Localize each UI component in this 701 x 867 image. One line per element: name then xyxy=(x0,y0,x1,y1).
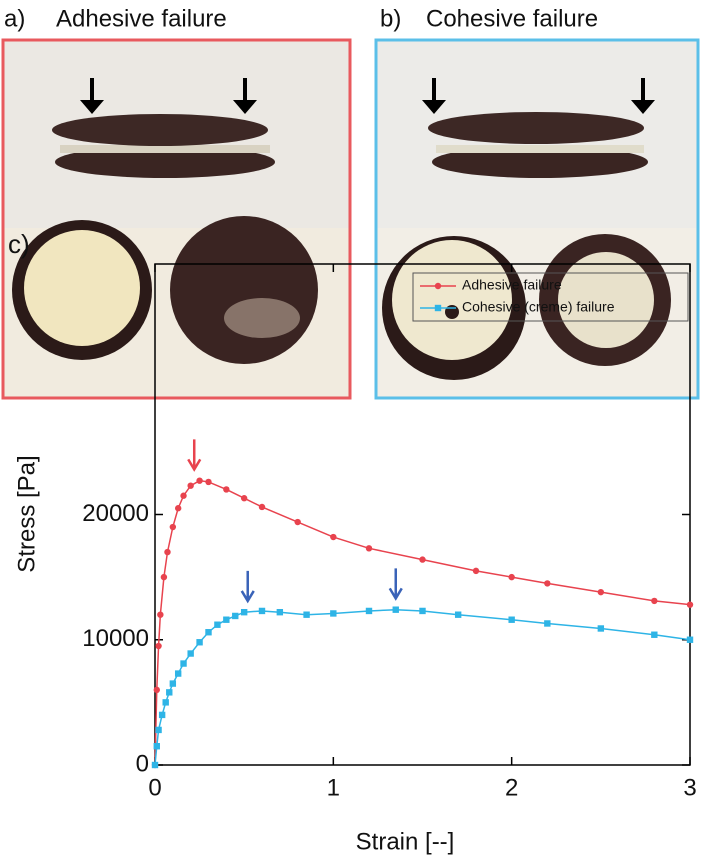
panel-b: b) Cohesive failure xyxy=(374,5,700,400)
data-point xyxy=(174,670,182,677)
data-point xyxy=(196,639,203,646)
data-point xyxy=(651,597,658,605)
data-point xyxy=(508,573,515,581)
data-point xyxy=(365,545,373,552)
y-tick-label: 0 xyxy=(136,750,149,777)
data-point xyxy=(303,611,310,618)
data-point xyxy=(544,580,551,587)
y-tick-label: 20000 xyxy=(82,500,149,527)
legend-marker xyxy=(434,282,442,290)
data-point xyxy=(187,650,194,657)
annotation-arrow xyxy=(240,570,255,604)
legend-label: Cohesive (creme) failure xyxy=(462,299,615,315)
data-point xyxy=(544,620,551,627)
x-tick-label: 3 xyxy=(683,774,696,801)
data-point xyxy=(155,726,162,734)
hole xyxy=(445,305,459,319)
data-point xyxy=(174,505,182,512)
data-point xyxy=(169,680,177,687)
x-axis-label: Strain [--] xyxy=(356,828,455,855)
data-point xyxy=(258,607,266,615)
series-line xyxy=(154,479,691,766)
data-point xyxy=(651,631,658,638)
creme xyxy=(224,298,300,338)
data-point xyxy=(187,482,194,489)
data-point xyxy=(686,636,694,643)
panel-title: Adhesive failure xyxy=(56,5,227,32)
data-point xyxy=(597,588,605,596)
data-point xyxy=(157,611,164,618)
data-point xyxy=(472,567,480,575)
x-tick-label: 2 xyxy=(505,774,518,801)
arrow xyxy=(631,78,655,114)
data-point xyxy=(205,478,212,486)
data-point xyxy=(240,608,248,616)
data-point xyxy=(164,548,171,556)
cookie xyxy=(432,146,648,178)
data-point xyxy=(214,621,221,628)
x-tick-label: 0 xyxy=(148,774,161,801)
data-point xyxy=(365,607,373,615)
data-point xyxy=(419,556,426,563)
panel-label: c) xyxy=(8,229,30,259)
panel-label: b) xyxy=(380,5,401,32)
data-point xyxy=(232,612,239,620)
arrow xyxy=(80,78,104,114)
annotation-arrow xyxy=(187,439,202,472)
data-point xyxy=(454,611,462,618)
data-point xyxy=(180,660,187,667)
legend-label: Adhesive failure xyxy=(462,277,562,293)
creme xyxy=(436,145,644,153)
creme xyxy=(60,145,270,153)
arrow xyxy=(233,78,257,114)
panel-a: a) Adhesive failure xyxy=(1,5,352,400)
annotation-arrow xyxy=(388,568,403,601)
data-point xyxy=(294,518,301,526)
data-point xyxy=(151,761,159,769)
y-axis-label: Stress [Pa] xyxy=(13,455,40,572)
panel-frame xyxy=(374,38,700,400)
data-point xyxy=(169,523,177,531)
y-tick-label: 10000 xyxy=(82,625,149,652)
data-point xyxy=(419,607,426,615)
data-point xyxy=(180,492,187,499)
data-point xyxy=(205,629,212,636)
data-point xyxy=(686,601,694,608)
x-tick-label: 1 xyxy=(327,774,340,801)
data-point xyxy=(153,743,160,750)
panel-title: Cohesive failure xyxy=(426,5,598,32)
cookie xyxy=(170,216,318,364)
data-point xyxy=(155,642,162,650)
data-point xyxy=(160,573,168,581)
data-point xyxy=(223,616,230,623)
data-point xyxy=(153,686,160,694)
data-point xyxy=(223,486,230,493)
series-line xyxy=(154,608,691,766)
cookie xyxy=(428,112,644,144)
data-point xyxy=(162,699,169,706)
data-point xyxy=(158,711,166,719)
data-point xyxy=(258,503,266,511)
creme xyxy=(558,252,654,348)
data-point xyxy=(240,495,248,502)
creme xyxy=(24,230,140,346)
data-point xyxy=(330,610,337,617)
data-point xyxy=(392,606,399,613)
data-point xyxy=(276,608,284,616)
legend-marker xyxy=(434,304,442,312)
data-point xyxy=(166,689,173,696)
data-point xyxy=(196,477,203,484)
data-point xyxy=(330,533,337,541)
data-point xyxy=(508,616,515,623)
data-point xyxy=(597,625,605,632)
panel-frame xyxy=(1,38,352,400)
arrow xyxy=(422,78,446,114)
cookie xyxy=(52,114,268,146)
cookie xyxy=(55,146,275,178)
legend-frame xyxy=(412,272,689,322)
creme xyxy=(392,240,512,360)
panel-label: a) xyxy=(4,5,25,32)
